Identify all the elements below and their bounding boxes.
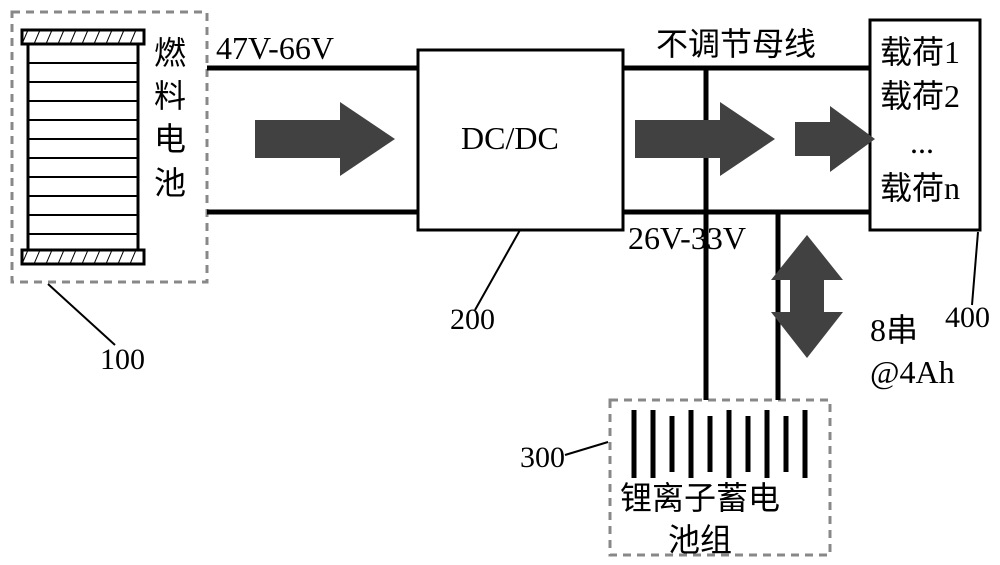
fuel-cell-label: 燃 料 电 池 xyxy=(154,32,186,205)
leader-400 xyxy=(972,232,978,305)
leader-100 xyxy=(48,284,115,345)
fuel-cell-stack-icon xyxy=(22,30,144,264)
load-n-label: 载荷n xyxy=(880,168,960,210)
diagram-svg xyxy=(0,0,1000,565)
arrow-fuelcell-dcdc xyxy=(255,102,395,176)
voltage-in-label: 47V-66V xyxy=(216,28,334,70)
leader-200 xyxy=(475,230,520,310)
arrow-bidir-battery xyxy=(771,235,843,358)
ref-100: 100 xyxy=(100,340,145,379)
battery-cells-icon xyxy=(634,410,805,478)
voltage-out-label: 26V-33V xyxy=(628,218,746,260)
dcdc-label: DC/DC xyxy=(461,118,559,160)
bus-label: 不调节母线 xyxy=(656,24,816,66)
load-ellipsis-label: ... xyxy=(910,122,934,164)
leader-300 xyxy=(565,442,608,455)
arrow-bus-loads xyxy=(795,106,875,172)
battery-label: 锂离子蓄电 池组 xyxy=(620,478,780,561)
ref-400: 400 xyxy=(945,298,990,337)
load-2-label: 载荷2 xyxy=(880,76,960,118)
ref-300: 300 xyxy=(520,438,565,477)
ref-200: 200 xyxy=(450,300,495,339)
battery-spec-label: 8串 @4Ah xyxy=(870,310,955,393)
load-1-label: 载荷1 xyxy=(880,32,960,74)
